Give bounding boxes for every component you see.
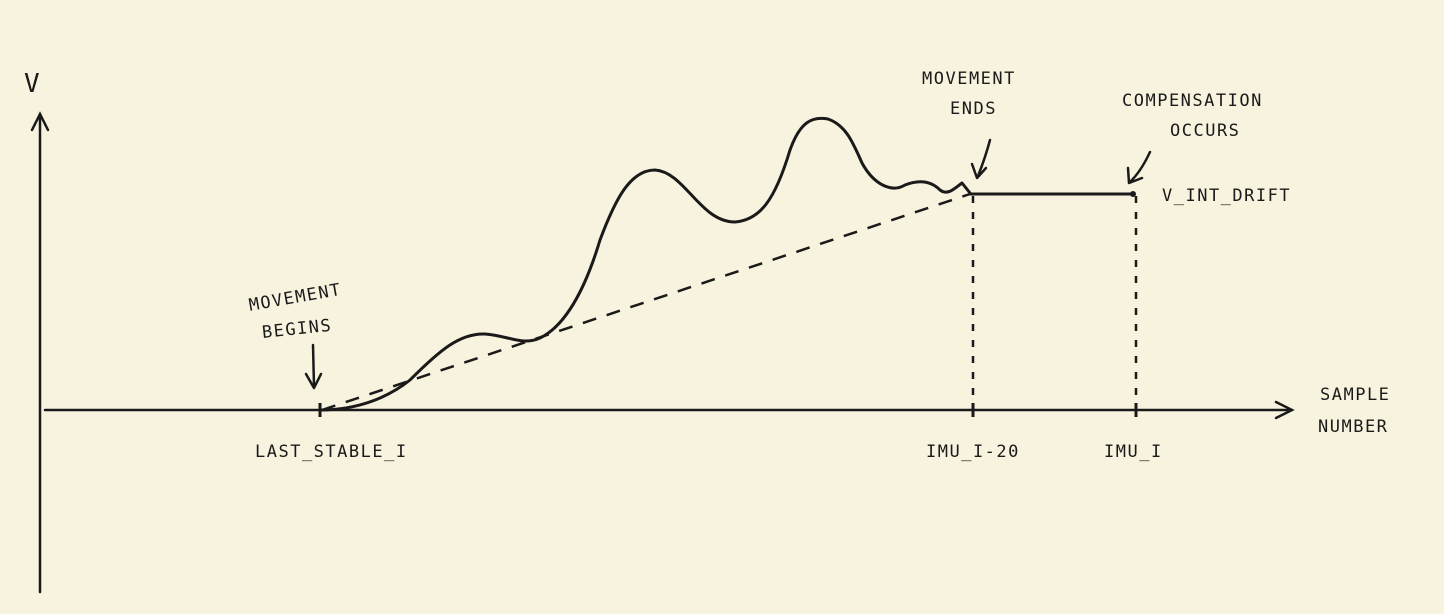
linear-drift-estimate-dashed xyxy=(321,192,971,412)
arrow-movement-begins xyxy=(311,343,316,388)
tick-label-last-stable: LAST_STABLE_I xyxy=(255,442,408,462)
arrow-movement-begins-head xyxy=(304,372,323,390)
label-movement-ends-line2: ENDS xyxy=(950,99,997,119)
label-v-int-drift: V_INT_DRIFT xyxy=(1162,186,1291,206)
velocity-curve xyxy=(318,116,972,412)
label-compensation-line2: OCCURS xyxy=(1170,121,1240,141)
tick-label-imu-minus-20: IMU_I-20 xyxy=(926,442,1020,462)
x-axis-label-line2: NUMBER xyxy=(1318,417,1388,437)
tick-label-imu-i: IMU_I xyxy=(1104,442,1163,462)
compensation-point xyxy=(1130,191,1136,197)
y-axis-arrowhead xyxy=(30,111,50,132)
arrow-movement-ends-head xyxy=(970,162,988,180)
y-axis-label: V xyxy=(24,69,40,99)
arrow-movement-ends xyxy=(976,138,992,178)
label-movement-ends-line1: MOVEMENT xyxy=(922,69,1016,89)
x-axis-label-line1: SAMPLE xyxy=(1320,385,1390,405)
label-compensation-line1: COMPENSATION xyxy=(1122,91,1263,111)
arrow-compensation-head xyxy=(1126,166,1144,185)
x-axis-arrowhead xyxy=(1274,400,1295,420)
arrow-compensation xyxy=(1129,150,1152,183)
